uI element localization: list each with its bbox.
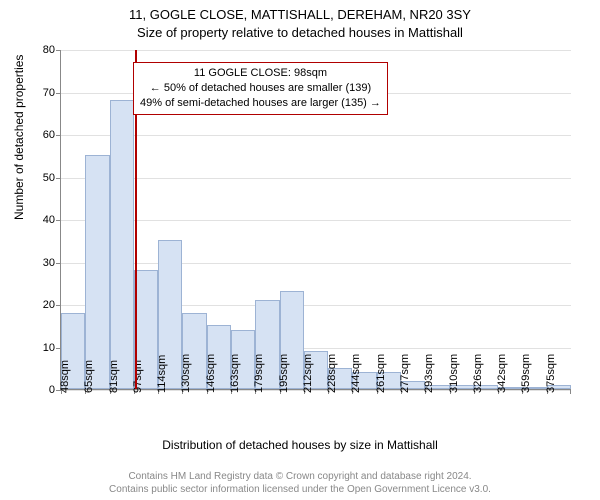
gridline [61,178,571,179]
x-tick-label: 228sqm [326,354,338,393]
x-tick-label: 114sqm [156,355,168,393]
x-tick-label: 310sqm [448,354,460,393]
title-sub: Size of property relative to detached ho… [0,24,600,42]
title-address: 11, GOGLE CLOSE, MATTISHALL, DEREHAM, NR… [0,6,600,24]
gridline [61,263,571,264]
x-tick-label: 244sqm [350,354,362,393]
y-axis-label: Number of detached properties [12,55,26,220]
x-tick-label: 195sqm [278,354,290,393]
callout-line: 11 GOGLE CLOSE: 98sqm [140,66,381,81]
chart-container: 11, GOGLE CLOSE, MATTISHALL, DEREHAM, NR… [0,0,600,500]
x-tick-label: 326sqm [472,354,484,393]
x-tick-label: 359sqm [520,354,532,393]
footer: Contains HM Land Registry data © Crown c… [0,470,600,496]
y-tick-label: 50 [35,172,55,184]
marker-callout: 11 GOGLE CLOSE: 98sqm← 50% of detached h… [133,62,388,115]
gridline [61,135,571,136]
x-tick-label: 375sqm [545,354,557,393]
callout-line: ← 50% of detached houses are smaller (13… [140,81,381,96]
y-tick-label: 70 [35,87,55,99]
y-tick-label: 30 [35,257,55,269]
y-tick-label: 40 [35,214,55,226]
x-tick-label: 81sqm [108,360,120,393]
y-tick-mark [56,135,61,136]
y-tick-label: 20 [35,299,55,311]
x-tick-label: 261sqm [375,354,387,393]
y-tick-label: 60 [35,129,55,141]
x-tick-label: 163sqm [229,354,241,393]
y-tick-label: 80 [35,44,55,56]
x-tick-label: 342sqm [496,354,508,393]
gridline [61,50,571,51]
x-tick-mark [570,389,571,394]
callout-line: 49% of semi-detached houses are larger (… [140,96,381,111]
y-tick-mark [56,220,61,221]
x-tick-label: 212sqm [302,354,314,393]
x-axis-label: Distribution of detached houses by size … [0,438,600,452]
x-tick-label: 293sqm [423,354,435,393]
y-tick-mark [56,305,61,306]
y-tick-mark [56,50,61,51]
footer-line1: Contains HM Land Registry data © Crown c… [0,470,600,483]
title-block: 11, GOGLE CLOSE, MATTISHALL, DEREHAM, NR… [0,0,600,42]
x-tick-label: 97sqm [132,360,144,393]
x-tick-label: 65sqm [83,360,95,393]
x-tick-label: 48sqm [59,360,71,393]
chart-area: 0102030405060708048sqm65sqm81sqm97sqm114… [60,50,570,420]
histogram-bar [110,100,134,389]
gridline [61,220,571,221]
x-tick-label: 179sqm [253,354,265,393]
y-tick-mark [56,93,61,94]
footer-line2: Contains public sector information licen… [0,483,600,496]
y-tick-mark [56,178,61,179]
plot-area: 0102030405060708048sqm65sqm81sqm97sqm114… [60,50,570,390]
histogram-bar [85,155,109,389]
x-tick-label: 130sqm [180,354,192,393]
y-tick-mark [56,263,61,264]
y-tick-label: 0 [35,384,55,396]
x-tick-label: 146sqm [205,354,217,393]
x-tick-label: 277sqm [399,354,411,393]
y-tick-label: 10 [35,342,55,354]
